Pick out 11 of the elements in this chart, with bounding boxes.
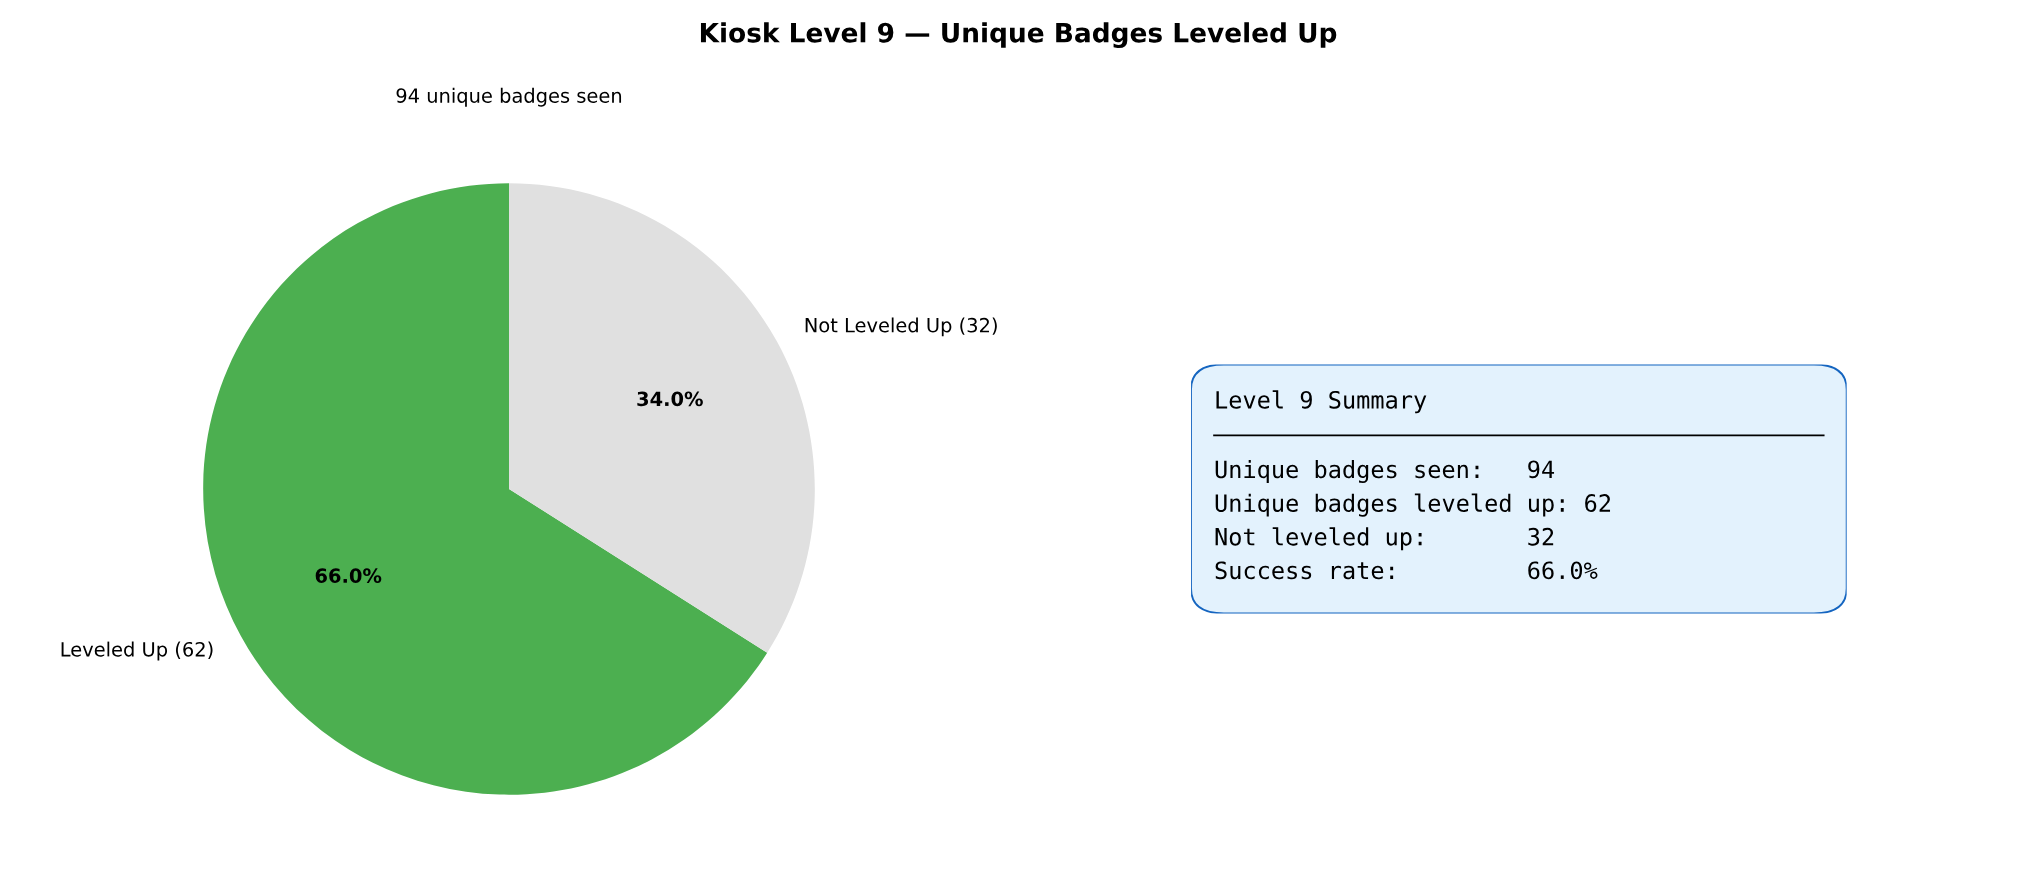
chart-title: Kiosk Level 9 — Unique Badges Leveled Up (700, 22, 1337, 48)
text: Level 9 Summary (1216, 390, 1427, 414)
slice-label: Not Leveled Up (32) (805, 317, 997, 337)
text: Unique badges leveled up: 62 (1215, 493, 1611, 517)
chart-subtitle: 94 unique badges seen (396, 87, 622, 107)
text: Unique badges seen: 94 (1215, 460, 1555, 484)
text: Success rate: 66.0% (1215, 561, 1598, 580)
slice-label: Leveled Up (62) (61, 641, 213, 661)
data-label: 34.0% (637, 391, 703, 407)
data-label: 66.0% (315, 568, 382, 583)
text: Not leveled up: 32 (1215, 527, 1554, 551)
